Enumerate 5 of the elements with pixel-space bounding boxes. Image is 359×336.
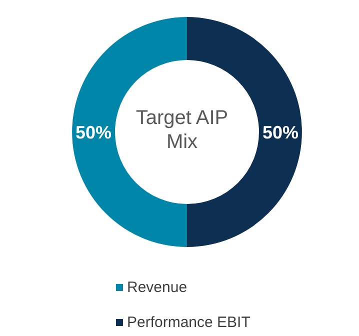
- data-label: 50%: [262, 122, 299, 142]
- data-label: 50%: [75, 122, 112, 142]
- legend-label: Performance EBIT: [127, 314, 250, 331]
- text: Target AIP Mix: [134, 106, 230, 154]
- legend-label: Revenue: [127, 279, 188, 296]
